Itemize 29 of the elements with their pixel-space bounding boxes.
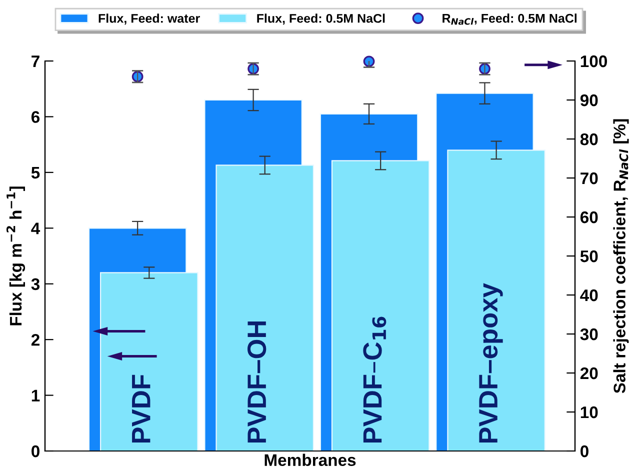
y-axis-title: Flux [kg m$^{−2}$ h$^{−1}$] xyxy=(6,186,26,326)
y2-tick-label: 100 xyxy=(580,55,607,68)
y-tick-label: 7 xyxy=(32,56,40,68)
y2-tick-label: 10 xyxy=(580,406,598,418)
y2-axis-title: Salt rejection coefficient, R$_{NaCl}$ [%] xyxy=(613,119,629,394)
x-tick-label: PVDF–OH xyxy=(247,321,266,443)
y2-tick-label: 20 xyxy=(580,367,598,380)
x-tick-label: PVDF–C$_{16}$ xyxy=(363,316,386,443)
x-axis-title: Membranes xyxy=(264,454,356,466)
y-tick-label: 4 xyxy=(31,222,40,234)
y2-tick-label: 70 xyxy=(580,172,598,184)
legend-label: R$_{NaCl}$, Feed: 0.5M NaCl xyxy=(442,14,577,25)
y-tick-label: 2 xyxy=(31,334,40,346)
y-tick-label: 3 xyxy=(31,278,40,290)
y-tick-label: 5 xyxy=(31,167,40,179)
y-tick-label: 6 xyxy=(31,111,40,123)
y2-tick-label: 40 xyxy=(580,289,598,302)
legend-label: Flux, Feed: 0.5M NaCl xyxy=(257,14,385,25)
legend-label: Flux, Feed: water xyxy=(98,14,200,25)
y-tick-label: 1 xyxy=(32,390,40,402)
y-tick-label: 0 xyxy=(32,445,40,458)
y2-tick-label: 90 xyxy=(580,94,598,106)
x-tick-label: PVDF–epoxy xyxy=(479,283,503,443)
y2-tick-label: 60 xyxy=(580,211,598,224)
y2-tick-label: 0 xyxy=(580,445,588,458)
y2-tick-label: 80 xyxy=(580,133,598,146)
x-tick-label: PVDF xyxy=(132,374,150,443)
y2-tick-label: 50 xyxy=(580,250,598,262)
y2-tick-label: 30 xyxy=(580,328,598,340)
